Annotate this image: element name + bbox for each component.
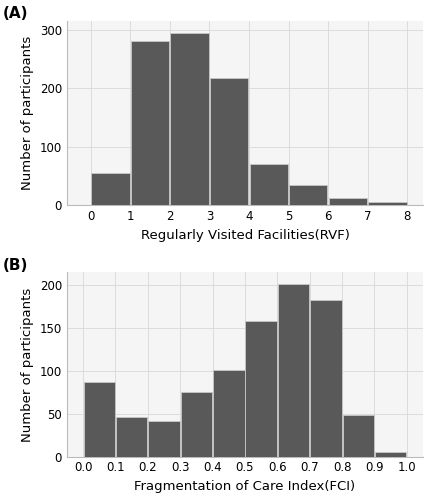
Bar — [246, 321, 277, 456]
X-axis label: Fragmentation of Care Index(FCI): Fragmentation of Care Index(FCI) — [135, 480, 356, 493]
Bar — [170, 32, 209, 205]
Bar — [278, 284, 309, 456]
Bar — [91, 173, 130, 205]
Bar — [289, 185, 328, 205]
Bar — [329, 198, 367, 205]
Bar — [368, 202, 407, 205]
Bar — [83, 382, 115, 456]
Bar — [213, 370, 245, 456]
Bar — [210, 78, 249, 205]
Bar — [181, 392, 212, 456]
X-axis label: Regularly Visited Facilities(RVF): Regularly Visited Facilities(RVF) — [141, 228, 350, 241]
Bar — [310, 300, 341, 456]
Bar — [375, 452, 406, 456]
Y-axis label: Number of participants: Number of participants — [21, 288, 34, 442]
Bar — [116, 417, 147, 457]
Bar — [148, 420, 180, 456]
Bar — [249, 164, 288, 205]
Bar — [343, 416, 374, 457]
Text: (A): (A) — [3, 6, 28, 21]
Text: (B): (B) — [3, 258, 28, 272]
Y-axis label: Number of participants: Number of participants — [21, 36, 34, 190]
Bar — [131, 42, 169, 205]
